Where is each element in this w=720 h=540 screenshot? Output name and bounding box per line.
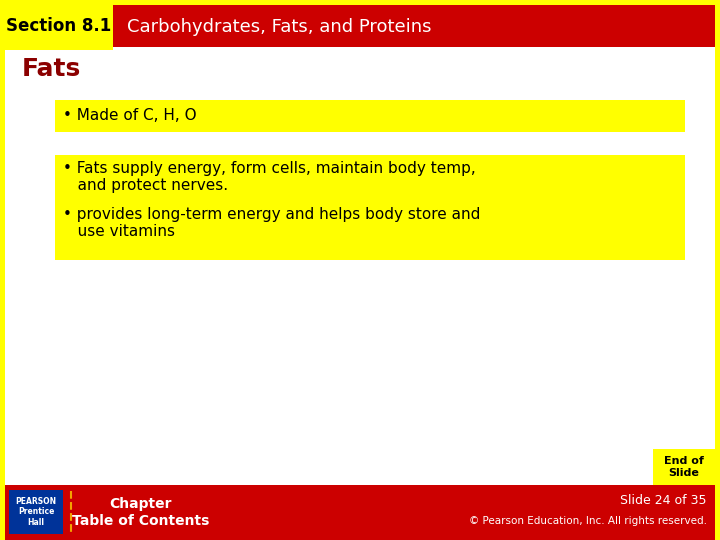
Text: Slide 24 of 35: Slide 24 of 35: [621, 495, 707, 508]
Bar: [55, 155, 685, 260]
Bar: [0, 0, 5, 540]
Text: • Made of C, H, O: • Made of C, H, O: [63, 109, 197, 124]
Bar: [5, 5, 715, 47]
Text: PEARSON
Prentice
Hall: PEARSON Prentice Hall: [15, 497, 57, 527]
Text: Section 8.1: Section 8.1: [6, 17, 112, 35]
Text: End of
Slide: End of Slide: [664, 456, 704, 478]
Text: Fats: Fats: [22, 57, 81, 81]
Bar: [5, 485, 715, 540]
Text: • provides long-term energy and helps body store and
   use vitamins: • provides long-term energy and helps bo…: [63, 207, 480, 239]
Text: Carbohydrates, Fats, and Proteins: Carbohydrates, Fats, and Proteins: [127, 18, 431, 36]
Bar: [55, 100, 685, 132]
Bar: [653, 449, 715, 485]
Bar: [0, 0, 720, 5]
Text: Chapter
Table of Contents: Chapter Table of Contents: [72, 497, 210, 528]
Bar: [715, 0, 720, 540]
Text: © Pearson Education, Inc. All rights reserved.: © Pearson Education, Inc. All rights res…: [469, 516, 707, 526]
Bar: [5, 2, 113, 50]
Text: • Fats supply energy, form cells, maintain body temp,
   and protect nerves.: • Fats supply energy, form cells, mainta…: [63, 161, 476, 193]
Bar: [9, 490, 63, 534]
Bar: [0, 535, 720, 540]
